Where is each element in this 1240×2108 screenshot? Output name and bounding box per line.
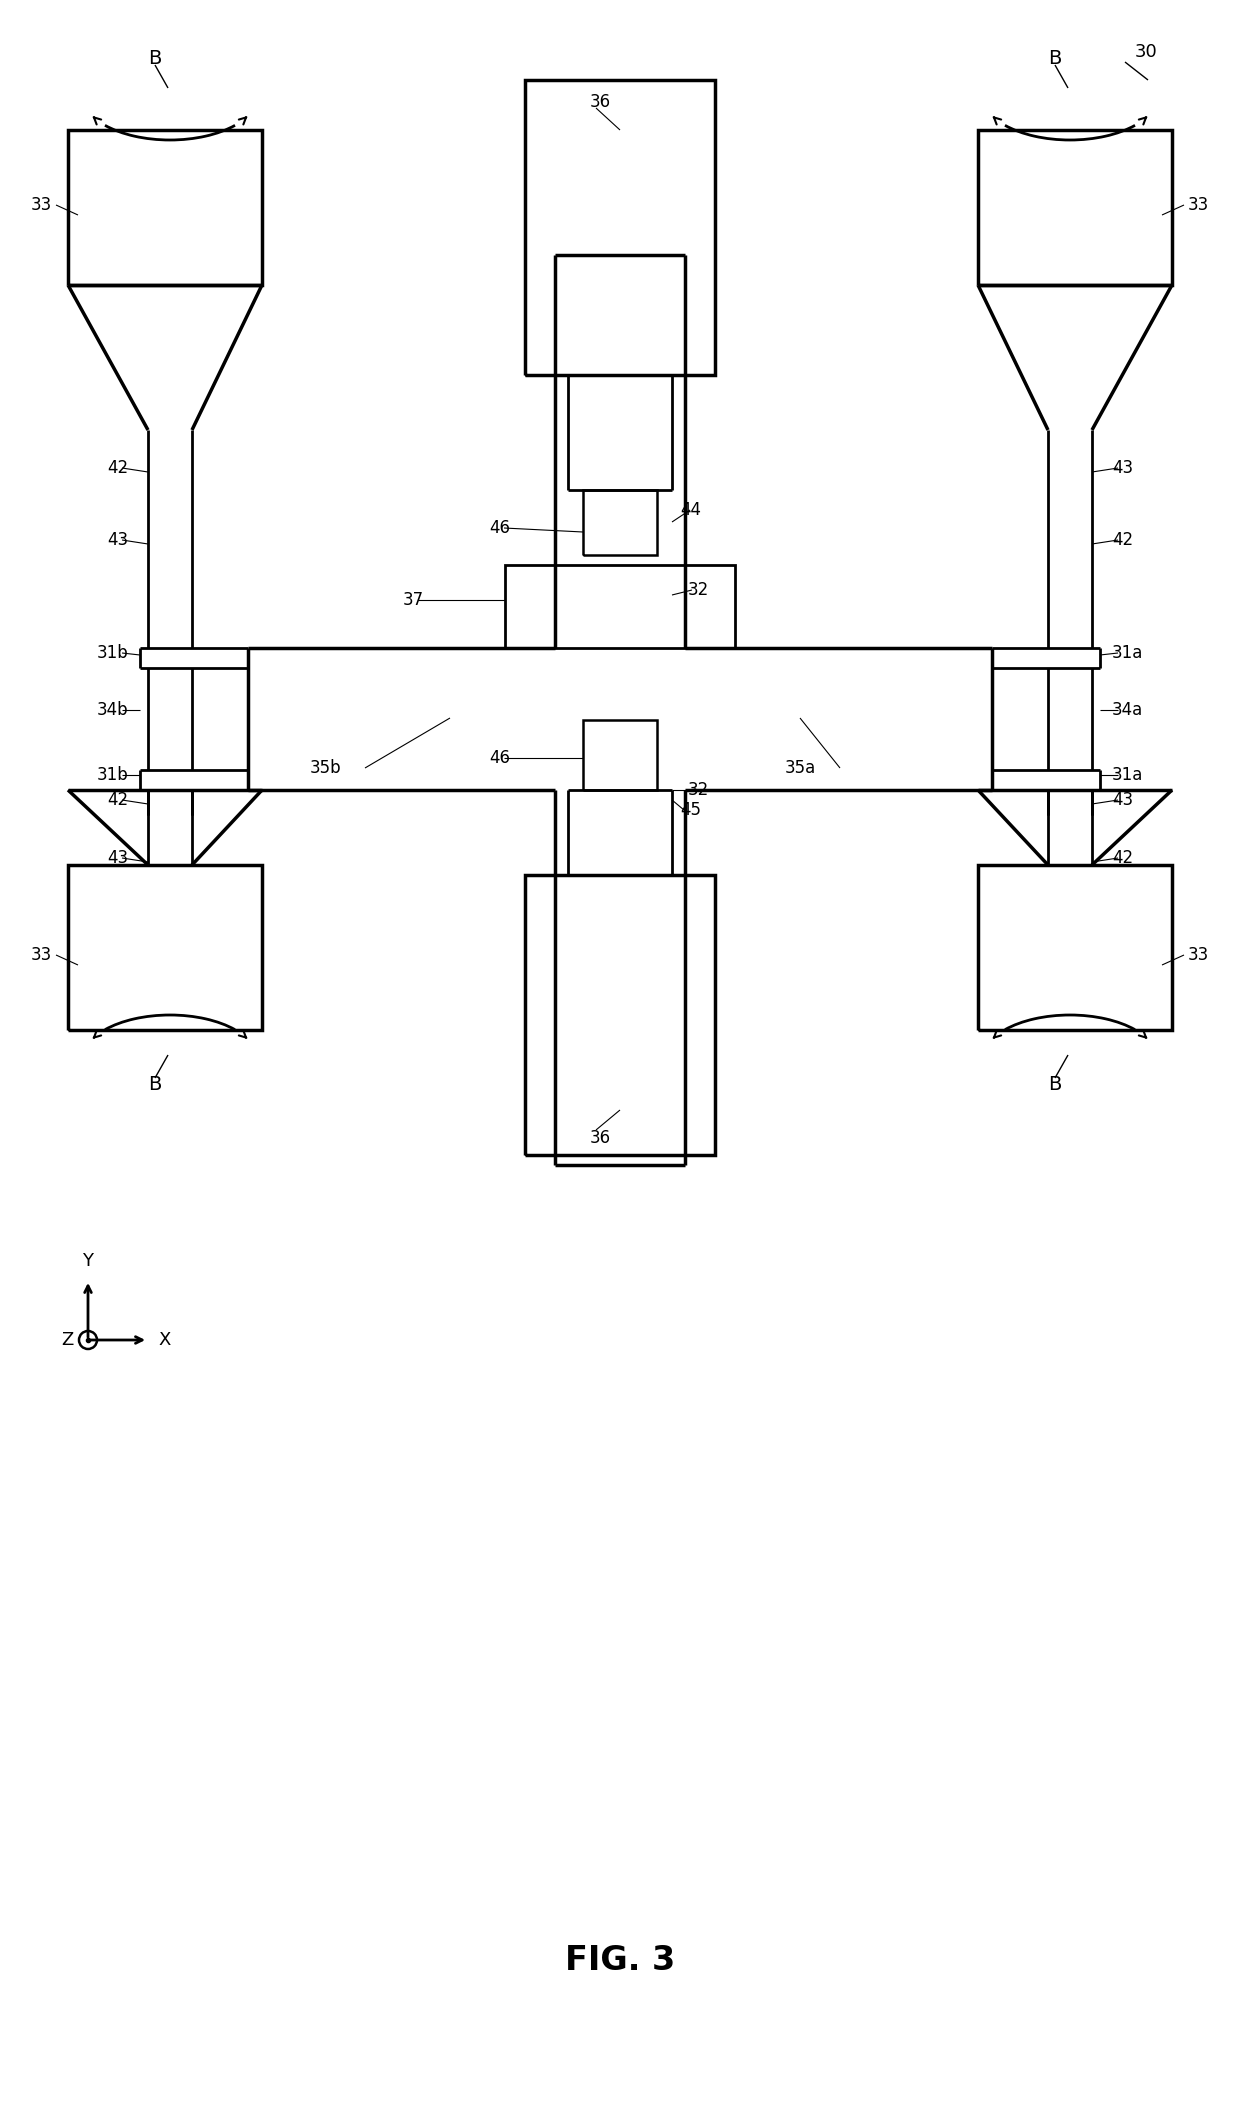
- Text: 34b: 34b: [97, 702, 128, 719]
- Text: 36: 36: [589, 93, 610, 112]
- Text: 42: 42: [107, 460, 128, 476]
- Text: 46: 46: [489, 519, 510, 538]
- Text: 43: 43: [1112, 460, 1133, 476]
- Text: 36: 36: [589, 1130, 610, 1147]
- Text: 42: 42: [1112, 531, 1133, 548]
- Text: 31a: 31a: [1112, 645, 1143, 662]
- Text: 31b: 31b: [97, 645, 128, 662]
- Text: 33: 33: [1188, 946, 1209, 963]
- Text: B: B: [149, 48, 161, 67]
- Text: 43: 43: [1112, 790, 1133, 809]
- Text: 35b: 35b: [310, 759, 342, 778]
- Text: 44: 44: [680, 502, 701, 519]
- Text: 46: 46: [489, 748, 510, 767]
- Text: 33: 33: [1188, 196, 1209, 215]
- Text: 43: 43: [107, 531, 128, 548]
- Text: Y: Y: [83, 1252, 93, 1269]
- Text: 32: 32: [688, 780, 709, 799]
- Text: 42: 42: [107, 790, 128, 809]
- Text: 32: 32: [688, 582, 709, 599]
- Text: 31b: 31b: [97, 765, 128, 784]
- Text: 30: 30: [1135, 42, 1158, 61]
- Text: 31a: 31a: [1112, 765, 1143, 784]
- Text: 33: 33: [31, 196, 52, 215]
- Text: 45: 45: [680, 801, 701, 820]
- Text: 33: 33: [31, 946, 52, 963]
- Text: B: B: [1048, 48, 1061, 67]
- Text: 34a: 34a: [1112, 702, 1143, 719]
- Text: B: B: [1048, 1075, 1061, 1094]
- Text: 43: 43: [107, 850, 128, 866]
- Text: FIG. 3: FIG. 3: [565, 1944, 675, 1977]
- Text: Z: Z: [62, 1330, 74, 1349]
- Text: X: X: [157, 1330, 170, 1349]
- Text: 42: 42: [1112, 850, 1133, 866]
- Text: 35a: 35a: [785, 759, 816, 778]
- Text: B: B: [149, 1075, 161, 1094]
- Text: 37: 37: [403, 590, 424, 609]
